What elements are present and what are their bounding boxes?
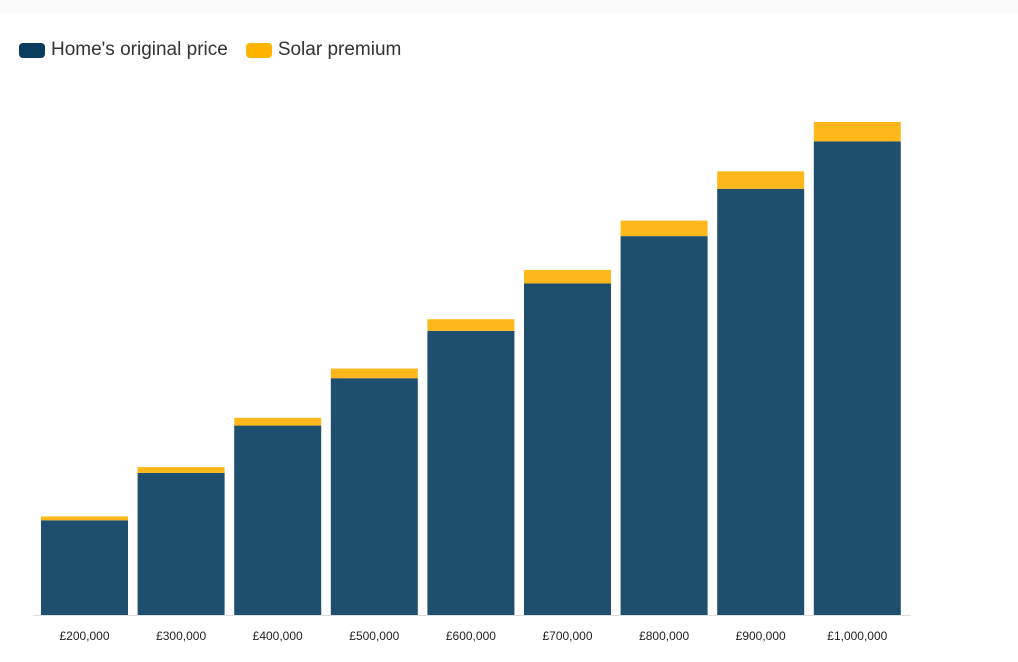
x-tick-label: £300,000 (156, 629, 206, 643)
bar-solar-premium (234, 417, 322, 426)
bar-solar-premium (427, 319, 515, 331)
x-tick-label: £600,000 (446, 629, 496, 643)
x-tick-label: £1,000,000 (827, 629, 887, 643)
bar-original-price (41, 520, 128, 615)
x-tick-label: £800,000 (639, 629, 689, 643)
x-tick-label: £400,000 (253, 629, 303, 643)
bar-solar-premium (717, 171, 805, 189)
bar-original-price (330, 378, 418, 615)
bar-original-price (717, 188, 805, 616)
x-tick-label: £500,000 (349, 629, 399, 643)
x-tick-label: £200,000 (59, 629, 109, 643)
bar-solar-premium (813, 122, 901, 142)
bar-solar-premium (330, 368, 418, 379)
bar-original-price (137, 472, 225, 615)
legend-label: Home's original price (51, 39, 228, 60)
x-tick-label: £900,000 (736, 629, 786, 643)
legend-item-original-price[interactable]: Home's original price (19, 39, 228, 61)
bar-solar-premium (137, 467, 225, 473)
bar-original-price (813, 141, 901, 615)
x-tick-label: £700,000 (542, 629, 592, 643)
legend-item-solar-premium[interactable]: Solar premium (245, 39, 402, 61)
bar-original-price (524, 283, 611, 615)
bar-original-price (620, 236, 708, 615)
bar-solar-premium (524, 269, 611, 284)
legend-swatch-solar-premium (245, 42, 272, 58)
top-bar (0, 0, 1018, 14)
bar-original-price (234, 425, 322, 615)
legend-swatch-original-price (19, 42, 45, 58)
legend: Home's original price Solar premium (19, 39, 419, 61)
legend-label: Solar premium (277, 39, 402, 60)
bar-original-price (427, 330, 515, 615)
bar-solar-premium (41, 516, 128, 521)
bar-solar-premium (620, 220, 708, 237)
